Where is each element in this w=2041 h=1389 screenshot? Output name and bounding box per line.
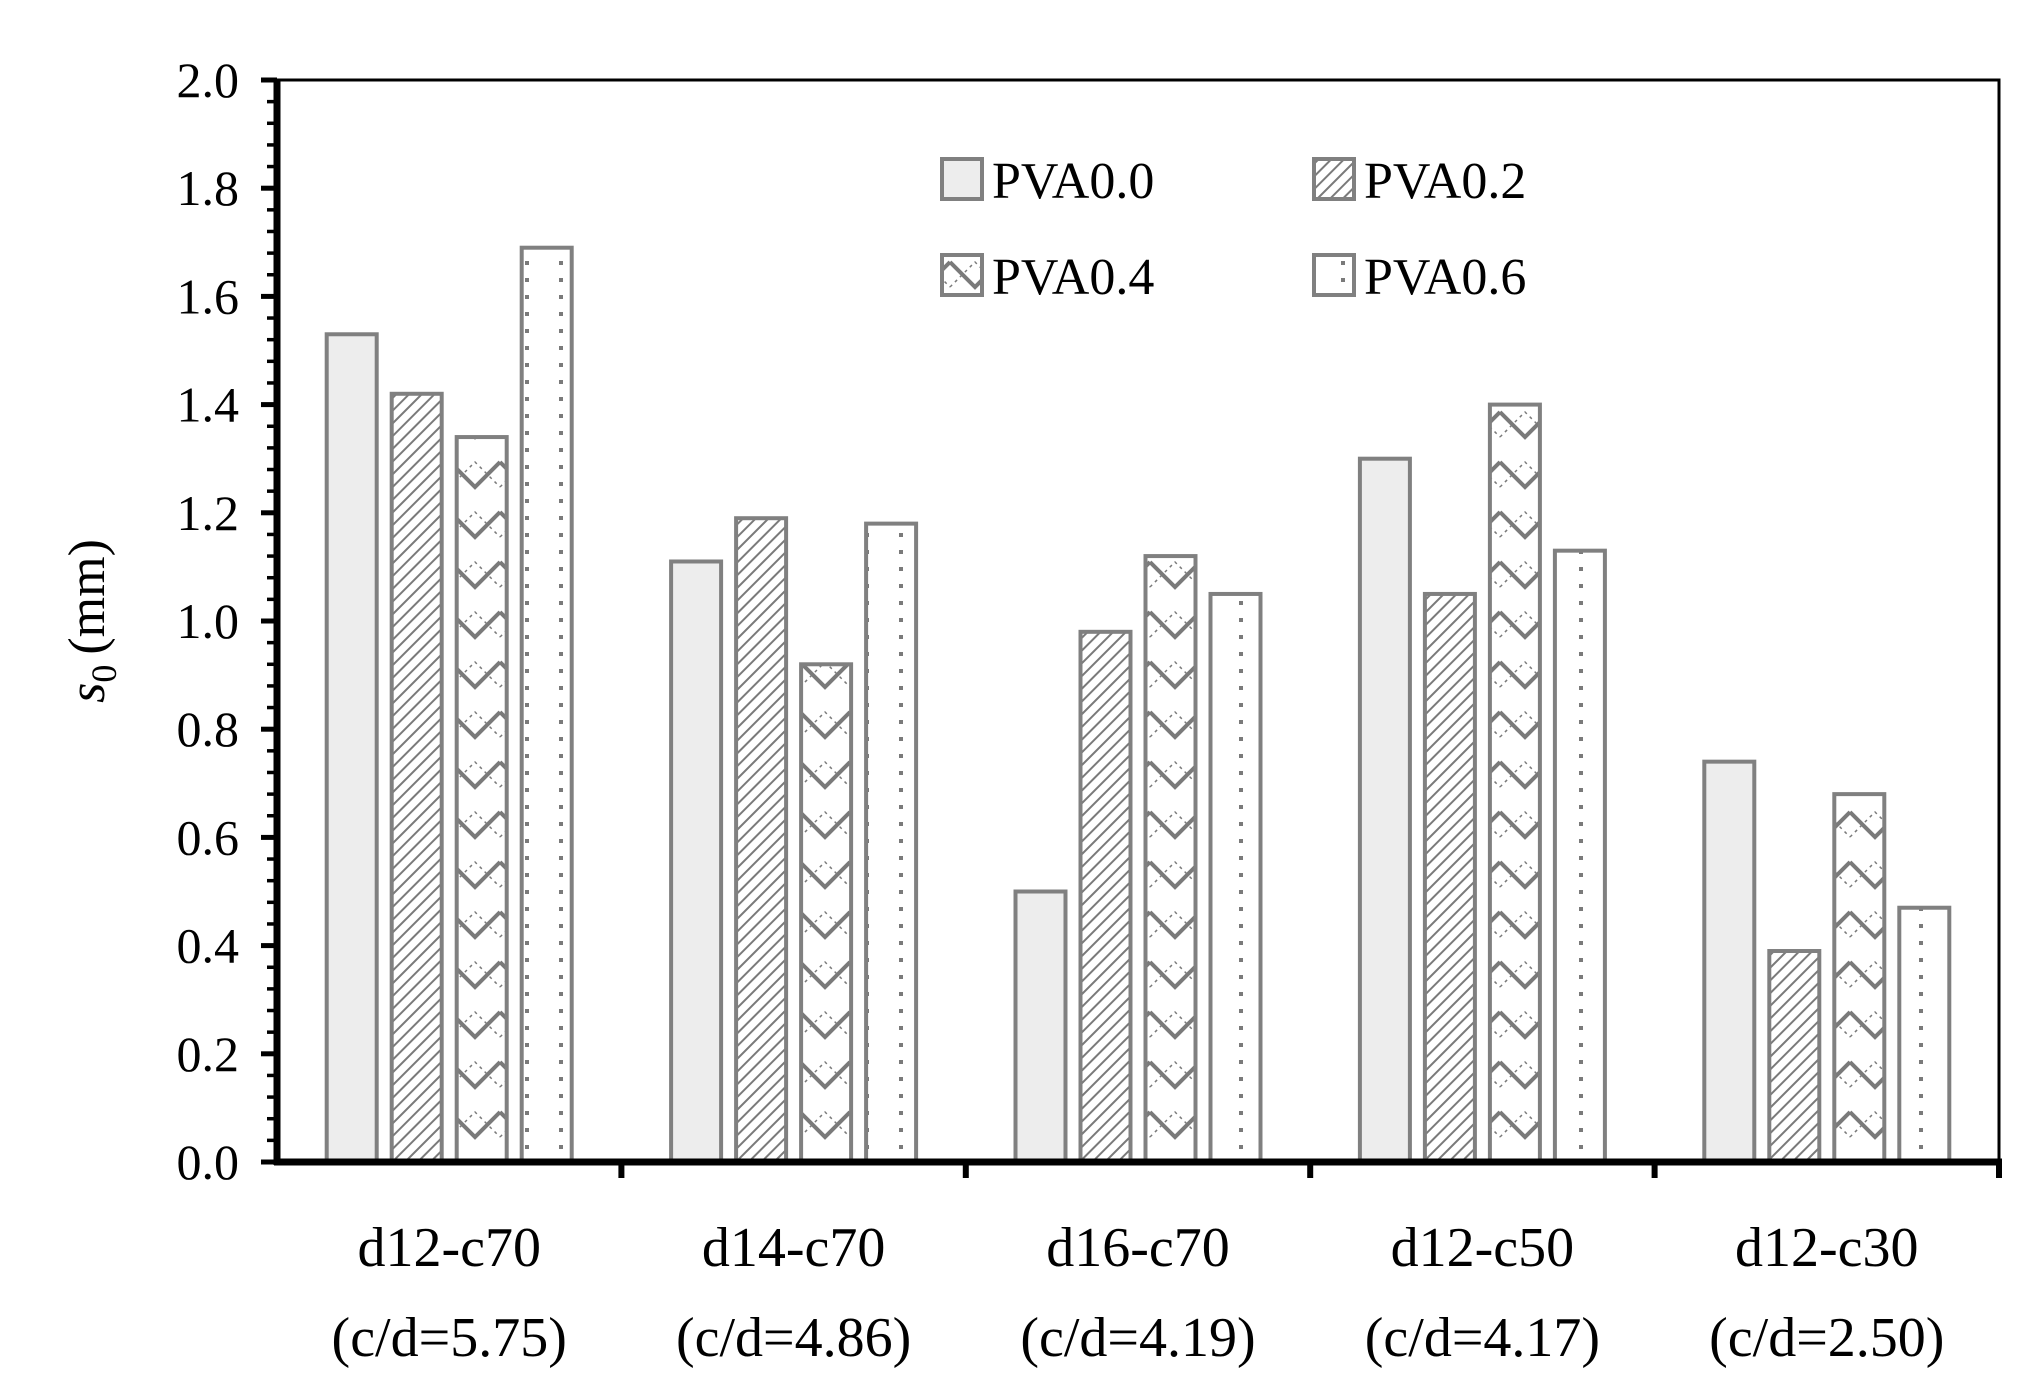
category-label: d12-c50	[1391, 1217, 1575, 1279]
bar-pva04-d16-c70	[1143, 554, 1198, 1164]
category-label: d14-c70	[702, 1217, 886, 1279]
bar-pva06-d12-c50	[1552, 548, 1607, 1164]
y-tick-label: 0.8	[177, 701, 240, 757]
bar-pva02-d12-c30	[1767, 949, 1822, 1165]
bar-pva00-d12-c30	[1702, 759, 1757, 1164]
bar-pva00-d12-c70	[324, 332, 379, 1164]
legend-label: PVA0.2	[1364, 153, 1526, 210]
bar-pva06-d12-c30	[1897, 905, 1952, 1164]
y-tick-label: 1.2	[177, 485, 240, 541]
category-labels: d12-c70 (c/d=5.75) d14-c70 (c/d=4.86) d16-c7…	[332, 1217, 1945, 1369]
y-tick-label: 0.0	[177, 1134, 240, 1190]
category-label: d12-c30	[1735, 1217, 1919, 1279]
legend-label: PVA0.4	[992, 249, 1154, 306]
y-tick-label: 2.0	[177, 52, 240, 108]
bar-pva02-d14-c70	[734, 516, 789, 1164]
bar-pva06-d14-c70	[864, 521, 919, 1164]
bar-pva04-d12-c70	[454, 435, 509, 1164]
bars	[324, 245, 1952, 1165]
legend-swatch	[1312, 157, 1356, 201]
legend: PVA0.0 PVA0.2 PVA0.4 PVA0.6	[940, 153, 1526, 306]
legend-swatch	[1312, 253, 1356, 297]
category-ratio-label: (c/d=5.75)	[332, 1307, 567, 1369]
category-label: d16-c70	[1046, 1217, 1230, 1279]
bar-pva00-d12-c50	[1357, 456, 1412, 1164]
y-axis-title: s0(mm)	[59, 539, 124, 703]
bar-pva02-d16-c70	[1078, 629, 1133, 1164]
bar-pva00-d16-c70	[1013, 889, 1068, 1164]
y-tick-label: 1.8	[177, 160, 240, 216]
category-label: d12-c70	[357, 1217, 541, 1279]
legend-label: PVA0.6	[1364, 249, 1526, 306]
legend-label: PVA0.0	[992, 153, 1154, 210]
category-ratio-label: (c/d=4.17)	[1365, 1307, 1600, 1369]
x-tick-marks	[618, 1162, 2002, 1178]
bar-pva04-d14-c70	[799, 662, 854, 1165]
category-ratio-label: (c/d=2.50)	[1709, 1307, 1944, 1369]
bar-pva00-d14-c70	[669, 559, 724, 1164]
bar-pva02-d12-c70	[389, 391, 444, 1164]
y-tick-labels: 0.0 0.2 0.4 0.6 0.8 1.0 1.2 1.4 1.6 1.8 2.0	[177, 52, 277, 1190]
bar-pva02-d12-c50	[1422, 591, 1477, 1164]
y-tick-label: 0.2	[177, 1026, 240, 1082]
y-tick-label: 1.0	[177, 593, 240, 649]
category-ratio-label: (c/d=4.86)	[676, 1307, 911, 1369]
legend-swatch	[940, 253, 984, 297]
category-ratio-label: (c/d=4.19)	[1020, 1307, 1255, 1369]
bar-pva06-d16-c70	[1208, 591, 1263, 1164]
bar-pva04-d12-c30	[1832, 792, 1887, 1164]
y-tick-label: 0.4	[177, 918, 240, 974]
bar-pva04-d12-c50	[1487, 402, 1542, 1165]
legend-swatch	[940, 157, 984, 201]
y-tick-label: 1.4	[177, 377, 240, 433]
y-tick-label: 0.6	[177, 809, 240, 865]
y-tick-label: 1.6	[177, 268, 240, 324]
bar-pva06-d12-c70	[519, 245, 574, 1164]
